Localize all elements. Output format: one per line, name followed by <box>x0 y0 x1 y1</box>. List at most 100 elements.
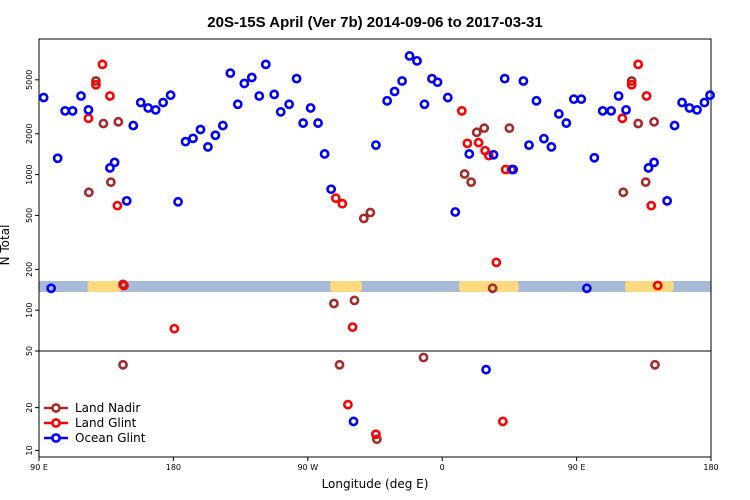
x-tick-label: 90 E <box>568 463 586 472</box>
data-point <box>269 89 280 100</box>
x-tick-label: 180 <box>166 463 181 472</box>
data-point <box>291 73 302 84</box>
data-point <box>606 105 617 116</box>
data-point <box>91 79 101 90</box>
series-land-glint <box>83 59 663 440</box>
data-point <box>329 298 339 309</box>
data-point <box>649 157 659 168</box>
data-point <box>83 187 94 198</box>
data-point <box>112 200 123 211</box>
data-point <box>97 59 108 70</box>
data-point <box>397 76 407 86</box>
data-point <box>633 118 644 129</box>
data-point <box>618 187 629 198</box>
data-point <box>195 124 206 135</box>
data-point <box>524 140 534 151</box>
data-point <box>497 416 508 427</box>
data-point <box>531 95 542 106</box>
data-point <box>232 99 243 110</box>
data-point <box>371 140 381 151</box>
y-tick-label: 5000 <box>25 70 34 90</box>
data-point <box>626 76 637 86</box>
data-point <box>404 51 415 61</box>
data-point <box>491 257 502 268</box>
data-point <box>83 113 94 124</box>
data-point <box>553 109 564 119</box>
x-axis: 90 E 180 90 W 0 90 E 180 <box>30 457 719 472</box>
legend-label: Land Glint <box>75 416 137 430</box>
data-point <box>52 153 63 164</box>
data-point <box>652 280 663 291</box>
data-point <box>180 136 191 147</box>
data-point <box>641 91 652 101</box>
data-point <box>119 280 129 291</box>
data-point <box>128 120 139 131</box>
data-point <box>165 90 176 101</box>
data-point <box>643 163 654 173</box>
data-point <box>473 137 484 148</box>
x-tick-label: 180 <box>703 463 718 472</box>
y-tick-label: 1000 <box>25 164 34 184</box>
data-point <box>121 195 132 206</box>
data-point <box>337 198 348 209</box>
y-tick-label: 2000 <box>25 124 34 144</box>
data-point <box>626 79 637 90</box>
data-point <box>699 97 710 108</box>
data-point <box>76 91 86 101</box>
data-point <box>561 118 572 128</box>
data-point <box>118 359 128 370</box>
data-point <box>91 76 101 86</box>
data-point <box>105 91 115 101</box>
data-point <box>646 200 657 211</box>
data-point <box>621 104 631 115</box>
legend-marker <box>51 418 61 428</box>
data-point <box>188 133 198 144</box>
y-tick-label: 200 <box>25 262 34 277</box>
data-point <box>389 86 400 97</box>
lower-panel-frame <box>38 350 712 458</box>
data-point <box>479 123 490 134</box>
data-point <box>105 177 116 188</box>
data-point <box>313 118 323 128</box>
y-axis-lower: 10 20 <box>25 403 39 456</box>
land-segment <box>625 281 674 292</box>
data-point <box>633 59 644 70</box>
y-axis-upper: 50 100 200 500 1000 2000 5000 <box>25 70 39 356</box>
data-point <box>371 429 381 440</box>
data-point <box>46 283 57 294</box>
y-tick-label: 20 <box>25 403 34 413</box>
land-segment <box>87 281 122 292</box>
data-point <box>105 163 115 173</box>
data-point <box>298 118 309 128</box>
data-point <box>589 152 600 163</box>
data-point <box>650 359 660 370</box>
data-point <box>546 142 557 152</box>
legend-marker <box>51 403 61 413</box>
data-point <box>418 352 429 363</box>
chart-title: 20S-15S April (Ver 7b) 2014-09-06 to 201… <box>207 14 542 31</box>
data-point <box>487 283 498 294</box>
data-point <box>471 127 482 138</box>
data-point <box>109 157 120 168</box>
legend-marker <box>51 433 61 443</box>
data-point <box>246 72 257 83</box>
data-point <box>617 113 628 124</box>
land-segment <box>330 281 362 292</box>
x-tick-label: 0 <box>440 463 445 472</box>
data-point <box>150 104 161 115</box>
data-point <box>539 133 549 144</box>
data-point <box>483 150 494 161</box>
data-point <box>225 68 236 79</box>
x-axis-label: Longitude (deg E) <box>322 477 429 491</box>
data-point <box>459 169 470 179</box>
data-point <box>343 399 353 410</box>
data-point <box>275 106 286 117</box>
y-tick-label: 50 <box>25 346 34 356</box>
data-point <box>203 142 213 152</box>
ocean-strip <box>39 281 711 292</box>
data-point <box>568 94 579 105</box>
series-ocean-glint <box>38 51 715 427</box>
data-point <box>347 322 358 333</box>
data-point <box>169 323 180 334</box>
